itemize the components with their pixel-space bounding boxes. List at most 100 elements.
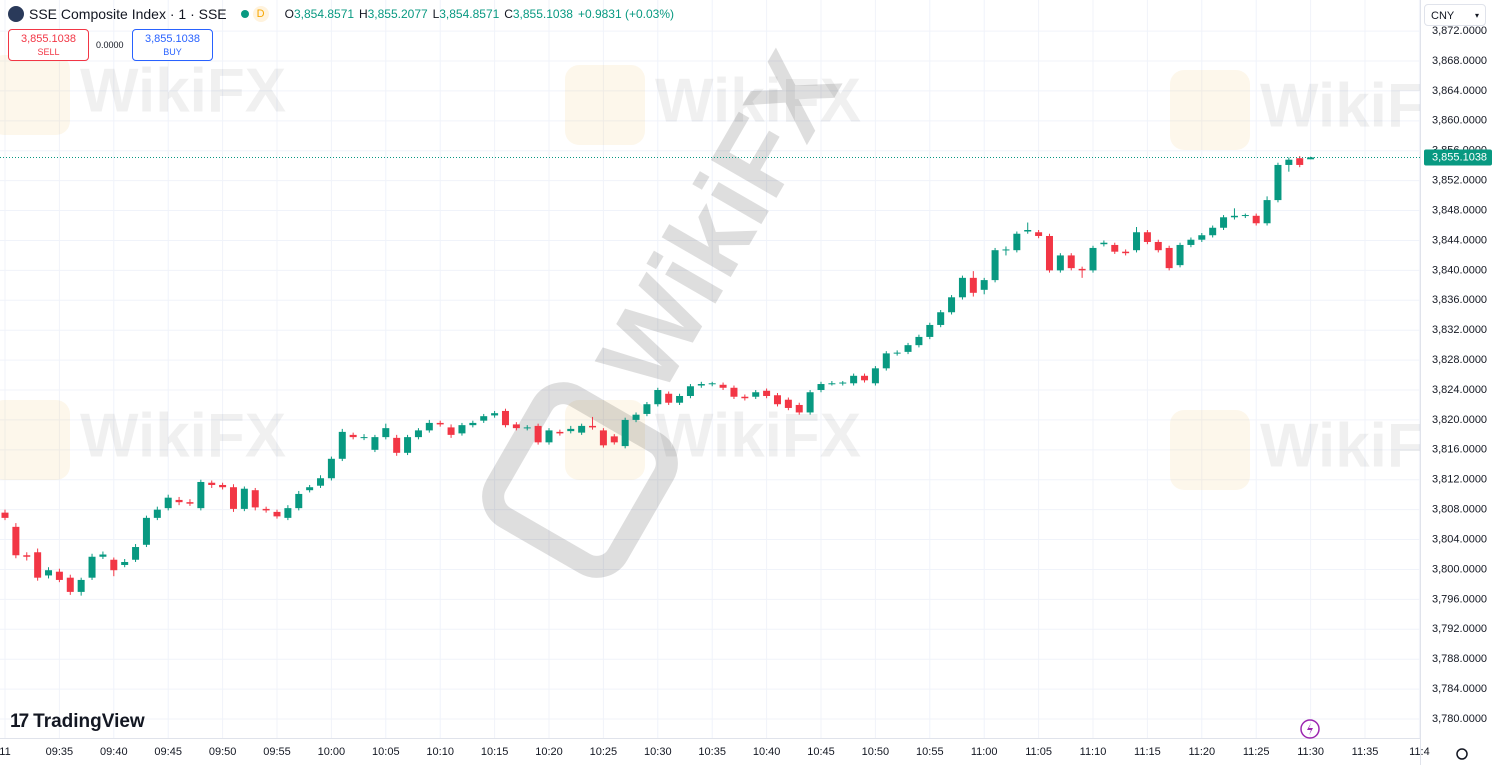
candle-body xyxy=(1165,247,1173,269)
candle-body xyxy=(1263,200,1271,224)
x-tick-label: 11:30 xyxy=(1297,746,1324,758)
candle-body xyxy=(806,392,814,413)
y-tick-label: 3,848.0000 xyxy=(1432,204,1487,216)
lightning-icon xyxy=(1300,719,1320,739)
sell-button[interactable]: 3,855.1038 SELL xyxy=(8,29,89,61)
last-price-tag xyxy=(1424,149,1492,166)
x-tick-label: 10:05 xyxy=(372,746,400,758)
x-tick-label: 10:00 xyxy=(318,746,346,758)
candle-body xyxy=(121,561,129,565)
currency-select[interactable]: CNY ▾ xyxy=(1424,4,1486,26)
candle-body xyxy=(77,579,85,592)
candle-body xyxy=(632,414,640,420)
candle-body xyxy=(45,570,53,576)
sell-price: 3,855.1038 xyxy=(20,33,77,45)
candle-body xyxy=(1187,239,1195,245)
candle-body xyxy=(284,508,292,518)
x-tick-label: 11:15 xyxy=(1134,746,1161,758)
y-tick-label: 3,872.0000 xyxy=(1432,25,1487,37)
x-tick-label: 10:45 xyxy=(807,746,835,758)
y-tick-label: 3,796.0000 xyxy=(1432,593,1487,605)
candle-body xyxy=(338,431,346,459)
candle-body xyxy=(262,508,270,511)
candle-body xyxy=(153,509,161,518)
label: H xyxy=(358,7,368,21)
settings-icon[interactable] xyxy=(1456,748,1468,760)
watermark: WikiFX xyxy=(655,401,861,470)
buy-button[interactable]: 3,855.1038 BUY xyxy=(132,29,213,61)
last-price-label: 3,855.1038 xyxy=(1432,151,1487,163)
x-tick-label: 09:55 xyxy=(263,746,291,758)
candle-body xyxy=(371,437,379,450)
x-tick-label: 10:20 xyxy=(535,746,563,758)
candle-body xyxy=(991,250,999,281)
candle-body xyxy=(110,559,118,571)
candle-body xyxy=(839,382,847,384)
candle-body xyxy=(132,547,140,560)
candle-body xyxy=(697,384,705,386)
candle-body xyxy=(1198,235,1206,240)
candle-body xyxy=(1252,215,1260,224)
candle-body xyxy=(567,428,575,432)
brand-name: TradingView xyxy=(33,711,145,732)
x-tick-label: 10:35 xyxy=(698,746,726,758)
candle-body xyxy=(926,324,934,337)
y-tick-label: 3,820.0000 xyxy=(1432,414,1487,426)
candle-body xyxy=(1045,235,1053,271)
candle-body xyxy=(393,437,401,453)
candle-body xyxy=(88,556,96,578)
y-tick-label: 3,828.0000 xyxy=(1432,354,1487,366)
y-tick-label: 3,780.0000 xyxy=(1432,713,1487,725)
candle-body xyxy=(34,552,42,578)
candle-body xyxy=(1230,215,1238,218)
candle-body xyxy=(915,336,923,346)
candle-body xyxy=(599,430,607,446)
header: SSE Composite Index · 1 · SSE D O3,854.8… xyxy=(8,6,674,22)
candle-body xyxy=(1285,159,1293,165)
value: 3,854.8571 xyxy=(439,7,500,21)
brand: 17 TradingView xyxy=(10,711,145,732)
ohlc-high: H3,855.2077 xyxy=(359,7,428,21)
candle-body xyxy=(773,395,781,405)
candle-body xyxy=(730,387,738,397)
y-tick-label: 3,868.0000 xyxy=(1432,55,1487,67)
y-tick-label: 3,816.0000 xyxy=(1432,444,1487,456)
candle-body xyxy=(1241,215,1249,217)
candle-body xyxy=(458,425,466,434)
currency: CNY xyxy=(1431,10,1455,22)
y-tick-label: 3,840.0000 xyxy=(1432,264,1487,276)
candle-body xyxy=(817,384,825,391)
candle-body xyxy=(425,422,433,431)
watermark-icon xyxy=(0,400,70,480)
candle-body xyxy=(23,555,31,557)
label: O xyxy=(284,7,294,21)
candle-body xyxy=(99,554,107,557)
symbol-title[interactable]: SSE Composite Index · 1 · SSE xyxy=(29,6,227,22)
candle-body xyxy=(197,481,205,509)
candle-body xyxy=(621,419,629,447)
candle-body xyxy=(1002,249,1010,251)
candle-body xyxy=(501,410,509,426)
x-tick-label: 11 xyxy=(0,746,11,758)
candle-body xyxy=(882,353,890,369)
x-tick-label: 11:05 xyxy=(1025,746,1052,758)
candle-body xyxy=(175,499,183,503)
candle-body xyxy=(719,384,727,388)
x-tick-label: 11:4 xyxy=(1409,746,1430,758)
candle-body xyxy=(66,577,74,592)
y-tick-label: 3,784.0000 xyxy=(1432,683,1487,695)
watermark: WikiFX xyxy=(655,66,861,135)
candle-body xyxy=(1274,164,1282,201)
watermark-icon xyxy=(0,55,70,135)
watermark-icon xyxy=(1170,410,1250,490)
candle-body xyxy=(404,437,412,453)
x-tick-label: 10:40 xyxy=(753,746,781,758)
sell-label: SELL xyxy=(37,47,60,57)
candle-body xyxy=(447,427,455,435)
candle-body xyxy=(1296,158,1304,165)
candle-body xyxy=(871,368,879,384)
y-tick-label: 3,788.0000 xyxy=(1432,653,1487,665)
x-tick-label: 10:55 xyxy=(916,746,944,758)
